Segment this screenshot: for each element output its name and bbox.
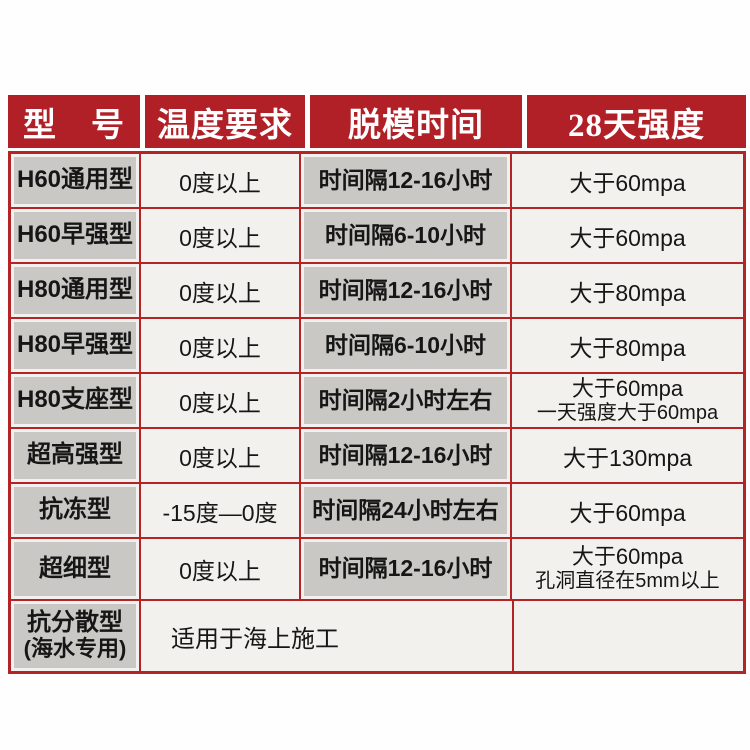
demold-gray-block: 时间隔12-16小时 — [304, 432, 507, 479]
demold-time-cell: 时间隔12-16小时 — [301, 154, 512, 207]
table-row: 超细型 0度以上 时间隔12-16小时 大于60mpa 孔洞直径在5mm以上 — [11, 539, 743, 601]
temperature-cell: 0度以上 — [141, 209, 301, 262]
demold-time-cell: 时间隔12-16小时 — [301, 264, 512, 317]
strength-cell: 大于60mpa 一天强度大于60mpa — [512, 374, 743, 427]
header-cell-strength: 28天强度 — [527, 95, 746, 148]
demold-time-cell: 时间隔6-10小时 — [301, 209, 512, 262]
strength-cell-empty — [514, 601, 743, 671]
note-cell: 适用于海上施工 — [141, 601, 514, 671]
model-cell: H60通用型 — [11, 154, 141, 207]
model-cell: 超细型 — [11, 539, 141, 599]
strength-lines: 大于60mpa 一天强度大于60mpa — [537, 376, 718, 426]
temperature-cell: 0度以上 — [141, 539, 301, 599]
demold-time-cell: 时间隔24小时左右 — [301, 484, 512, 537]
table-row: H80支座型 0度以上 时间隔2小时左右 大于60mpa 一天强度大于60mpa — [11, 374, 743, 429]
model-cell: H60早强型 — [11, 209, 141, 262]
strength-line-1: 大于60mpa — [571, 544, 684, 570]
header-cell-temperature: 温度要求 — [145, 95, 305, 148]
model-gray-block: 超细型 — [14, 542, 136, 596]
demold-gray-block: 时间隔12-16小时 — [304, 267, 507, 314]
model-gray-block: 抗分散型 (海水专用) — [14, 604, 136, 668]
temperature-cell: 0度以上 — [141, 264, 301, 317]
table-row: 抗冻型 -15度—0度 时间隔24小时左右 大于60mpa — [11, 484, 743, 539]
model-gray-block: 抗冻型 — [14, 487, 136, 534]
strength-line-2: 孔洞直径在5mm以上 — [535, 570, 720, 593]
strength-line-1: 大于60mpa — [571, 375, 684, 401]
table-row: H60通用型 0度以上 时间隔12-16小时 大于60mpa — [11, 154, 743, 209]
table-body: H60通用型 0度以上 时间隔12-16小时 大于60mpa H60早强型 0度… — [8, 151, 746, 674]
demold-gray-block: 时间隔12-16小时 — [304, 542, 507, 596]
demold-gray-block: 时间隔24小时左右 — [304, 487, 507, 534]
model-cell: H80早强型 — [11, 319, 141, 372]
demold-gray-block: 时间隔2小时左右 — [304, 377, 507, 424]
strength-cell: 大于60mpa 孔洞直径在5mm以上 — [512, 539, 743, 599]
strength-cell: 大于60mpa — [569, 224, 686, 251]
table-row: 抗分散型 (海水专用) 适用于海上施工 — [11, 601, 743, 671]
strength-cell: 大于80mpa — [569, 334, 686, 361]
table-row: H80早强型 0度以上 时间隔6-10小时 大于80mpa — [11, 319, 743, 374]
demold-time-cell: 时间隔12-16小时 — [301, 429, 512, 482]
demold-gray-block: 时间隔6-10小时 — [304, 212, 507, 259]
strength-cell: 大于60mpa — [569, 169, 686, 196]
temperature-cell: 0度以上 — [141, 429, 301, 482]
demold-time-cell: 时间隔12-16小时 — [301, 539, 512, 599]
header-cell-demold-time: 脱模时间 — [310, 95, 522, 148]
model-line-2: (海水专用) — [23, 636, 127, 662]
model-cell: 抗分散型 (海水专用) — [11, 601, 141, 671]
header-cell-model: 型 号 — [8, 95, 140, 148]
temperature-cell: 0度以上 — [141, 154, 301, 207]
product-spec-table: 型 号 温度要求 脱模时间 28天强度 H60通用型 0度以上 时间隔12-16… — [8, 95, 746, 674]
model-cell: H80支座型 — [11, 374, 141, 427]
model-gray-block: H80早强型 — [14, 322, 136, 369]
model-gray-block: H80支座型 — [14, 377, 136, 424]
model-line-1: 抗分散型 — [27, 609, 123, 637]
model-cell: 抗冻型 — [11, 484, 141, 537]
model-cell: H80通用型 — [11, 264, 141, 317]
model-cell: 超高强型 — [11, 429, 141, 482]
model-gray-block: H80通用型 — [14, 267, 136, 314]
table-row: 超高强型 0度以上 时间隔12-16小时 大于130mpa — [11, 429, 743, 484]
temperature-cell: 0度以上 — [141, 319, 301, 372]
demold-time-cell: 时间隔6-10小时 — [301, 319, 512, 372]
strength-lines: 大于60mpa 孔洞直径在5mm以上 — [535, 544, 719, 594]
model-gray-block: H60早强型 — [14, 212, 136, 259]
model-gray-block: 超高强型 — [14, 432, 136, 479]
temperature-cell: -15度—0度 — [141, 484, 301, 537]
strength-cell: 大于130mpa — [562, 444, 693, 471]
temperature-cell: 0度以上 — [141, 374, 301, 427]
strength-line-2: 一天强度大于60mpa — [536, 401, 719, 424]
demold-time-cell: 时间隔2小时左右 — [301, 374, 512, 427]
table-header-row: 型 号 温度要求 脱模时间 28天强度 — [8, 95, 746, 148]
model-gray-block: H60通用型 — [14, 157, 136, 204]
table-row: H80通用型 0度以上 时间隔12-16小时 大于80mpa — [11, 264, 743, 319]
strength-cell: 大于60mpa — [569, 499, 686, 526]
strength-cell: 大于80mpa — [569, 279, 686, 306]
table-row: H60早强型 0度以上 时间隔6-10小时 大于60mpa — [11, 209, 743, 264]
demold-gray-block: 时间隔6-10小时 — [304, 322, 507, 369]
demold-gray-block: 时间隔12-16小时 — [304, 157, 507, 204]
